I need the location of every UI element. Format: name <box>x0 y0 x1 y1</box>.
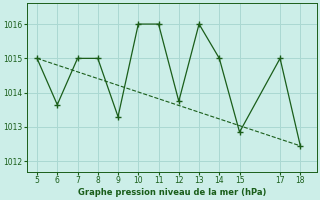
X-axis label: Graphe pression niveau de la mer (hPa): Graphe pression niveau de la mer (hPa) <box>77 188 266 197</box>
